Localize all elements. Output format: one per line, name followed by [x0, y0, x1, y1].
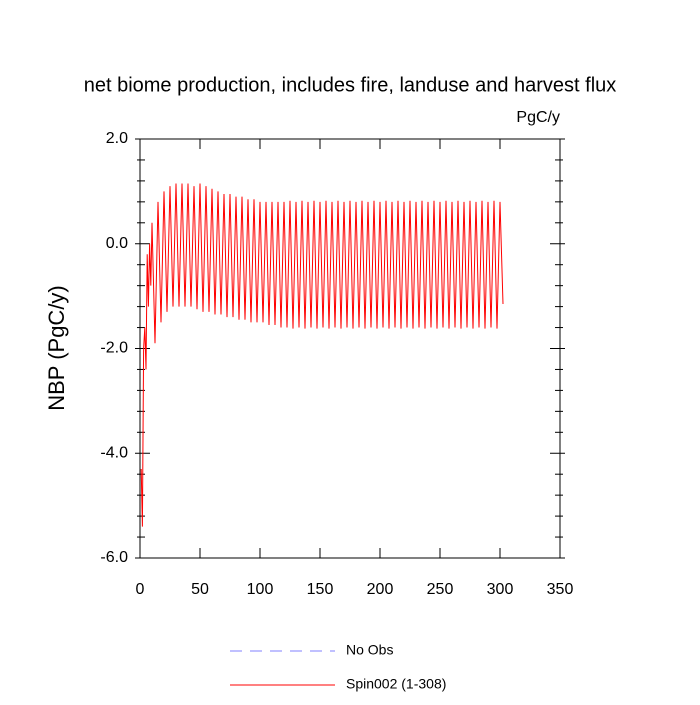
legend-label: Spin002 (1-308) — [346, 676, 446, 692]
x-tick-label: 100 — [247, 581, 274, 598]
x-tick-label: 250 — [427, 581, 454, 598]
x-tick-label: 50 — [191, 581, 209, 598]
chart-title: net biome production, includes fire, lan… — [84, 74, 617, 96]
y-tick-label: 0.0 — [106, 235, 128, 252]
x-tick-label: 0 — [136, 581, 145, 598]
y-tick-label: -2.0 — [100, 340, 128, 357]
legend-label: No Obs — [346, 642, 393, 658]
x-tick-label: 350 — [547, 581, 574, 598]
data-line — [140, 183, 504, 527]
y-tick-label: -6.0 — [100, 549, 128, 566]
y-axis-label: NBP (PgC/y) — [44, 285, 69, 411]
y-tick-label: 2.0 — [106, 130, 128, 147]
y-tick-label: -4.0 — [100, 444, 128, 461]
x-tick-label: 300 — [487, 581, 514, 598]
x-tick-label: 150 — [307, 581, 334, 598]
units-label: PgC/y — [516, 109, 560, 126]
x-tick-label: 200 — [367, 581, 394, 598]
